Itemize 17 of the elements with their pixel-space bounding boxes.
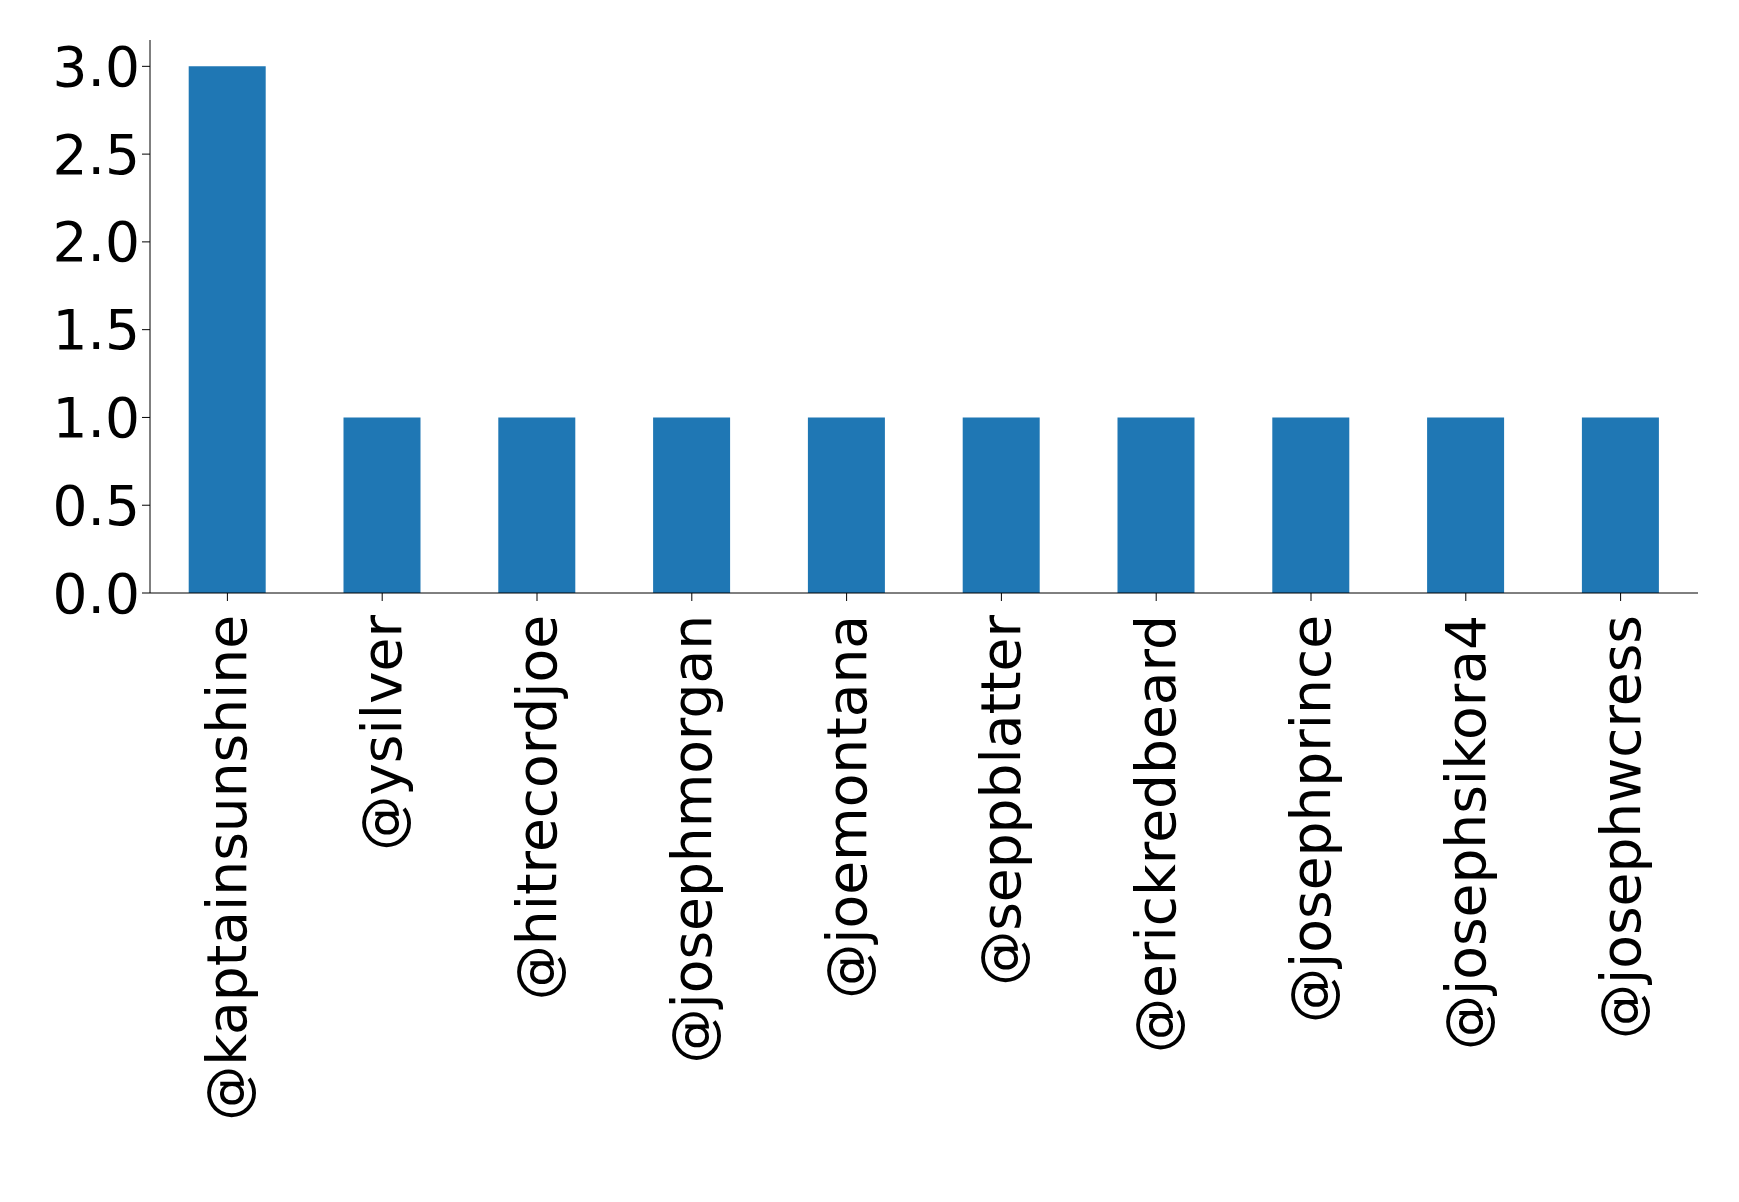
x-tick-label: @kaptainsunshine bbox=[195, 615, 260, 1121]
y-tick-label: 2.5 bbox=[52, 122, 140, 187]
x-tick-label: @hitrecordjoe bbox=[505, 615, 569, 1001]
x-tick-label: @ysilver bbox=[350, 614, 415, 851]
y-tick-label: 2.0 bbox=[52, 210, 140, 275]
x-tick-label: @josephmorgan bbox=[659, 615, 724, 1064]
y-tick-label: 1.5 bbox=[52, 298, 140, 363]
x-tick-label: @josephsikora4 bbox=[1433, 615, 1498, 1050]
x-tick-label: @joemontana bbox=[814, 615, 879, 999]
x-tick-label: @josephprince bbox=[1279, 615, 1343, 1023]
y-tick-label: 1.0 bbox=[52, 385, 140, 450]
x-tick-label: @seppblatter bbox=[969, 614, 1034, 986]
x-tick-label: @erickredbeard bbox=[1124, 615, 1189, 1053]
y-tick-label: 0.5 bbox=[52, 473, 140, 538]
y-tick-label: 0.0 bbox=[52, 561, 140, 626]
x-tick-label: @josephwcress bbox=[1588, 615, 1653, 1039]
y-tick-label: 3.0 bbox=[52, 34, 140, 99]
